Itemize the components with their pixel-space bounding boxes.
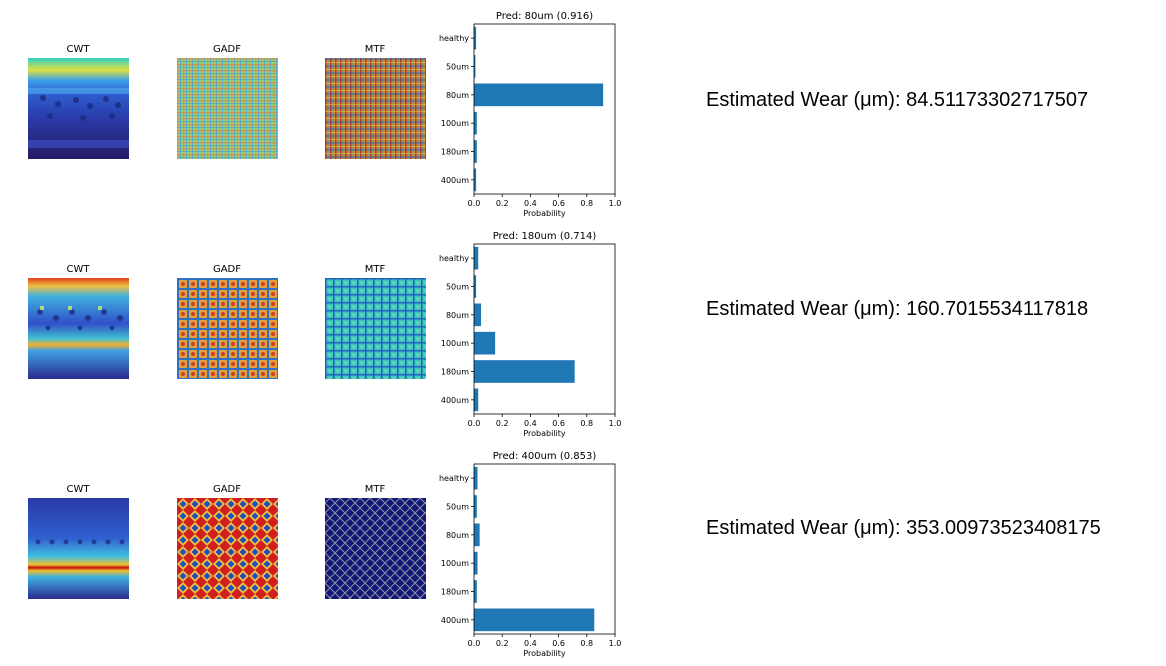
bar-50um bbox=[474, 495, 477, 518]
gadf-title: GADF bbox=[212, 44, 242, 55]
result-row-3: CWT GADF bbox=[0, 440, 1166, 662]
y-tick-label: healthy bbox=[439, 254, 469, 263]
mtf-title: MTF bbox=[364, 264, 386, 275]
gadf-title: GADF bbox=[212, 484, 242, 495]
x-tick-label: 0.8 bbox=[580, 639, 593, 648]
x-tick-label: 0.0 bbox=[468, 639, 481, 648]
y-tick-label: 80um bbox=[446, 311, 469, 320]
x-tick-label: 0.2 bbox=[496, 199, 509, 208]
estimated-wear-label: Estimated Wear (μm): 353.00973523408175 bbox=[706, 517, 1101, 539]
y-tick-label: 180um bbox=[441, 368, 469, 377]
mtf-title: MTF bbox=[364, 484, 386, 495]
result-row-1: CWT GADF bbox=[0, 0, 1166, 222]
y-tick-label: 400um bbox=[441, 176, 469, 185]
mtf-image bbox=[325, 498, 426, 599]
cwt-scalogram-image bbox=[28, 278, 129, 379]
x-axis-label: Probability bbox=[523, 429, 566, 438]
bar-80um bbox=[474, 523, 480, 547]
bar-100um bbox=[474, 551, 478, 575]
y-tick-label: 100um bbox=[441, 559, 469, 568]
chart-title: Pred: 180um (0.714) bbox=[493, 231, 597, 242]
plot-frame bbox=[473, 23, 616, 195]
bar-400um bbox=[474, 168, 477, 192]
mtf-image bbox=[325, 278, 426, 379]
x-tick-label: 0.2 bbox=[496, 639, 509, 648]
bar-healthy bbox=[474, 246, 479, 270]
x-tick-label: 0.4 bbox=[524, 639, 537, 648]
bar-50um bbox=[474, 275, 477, 298]
bar-100um bbox=[474, 111, 477, 135]
y-tick-label: 50um bbox=[446, 63, 469, 72]
probability-bar-chart-1: Pred: 80um (0.916) healthy 50um 80um 100um 18… bbox=[439, 11, 622, 218]
x-tick-label: 0.0 bbox=[468, 199, 481, 208]
y-tick-label: 400um bbox=[441, 396, 469, 405]
x-tick-label: 0.4 bbox=[524, 419, 537, 428]
estimated-wear-label: Estimated Wear (μm): 160.7015534117818 bbox=[706, 298, 1089, 320]
x-axis-label: Probability bbox=[523, 209, 566, 218]
probability-bar-chart-3: Pred: 400um (0.853) healthy 50um 80um 100um 1… bbox=[439, 451, 622, 658]
plot-frame bbox=[473, 243, 616, 415]
bar-180um bbox=[474, 580, 477, 603]
x-tick-label: 0.6 bbox=[552, 419, 565, 428]
x-tick-label: 0.6 bbox=[552, 199, 565, 208]
x-tick-label: 0.4 bbox=[524, 199, 537, 208]
x-axis-label: Probability bbox=[523, 649, 566, 658]
bar-80um bbox=[474, 83, 604, 107]
cwt-title: CWT bbox=[66, 484, 90, 495]
mtf-title: MTF bbox=[364, 44, 386, 55]
bar-400um bbox=[474, 608, 595, 632]
gadf-image bbox=[177, 278, 278, 379]
gadf-title: GADF bbox=[212, 264, 242, 275]
cwt-scalogram-image bbox=[28, 498, 129, 599]
mtf-image bbox=[325, 58, 426, 159]
y-tick-label: 100um bbox=[441, 119, 469, 128]
probability-bar-chart-2: Pred: 180um (0.714) healthy 50um 80um 100um 1… bbox=[439, 231, 622, 438]
x-tick-label: 1.0 bbox=[609, 199, 622, 208]
plot-frame bbox=[473, 463, 616, 635]
x-tick-label: 0.0 bbox=[468, 419, 481, 428]
bar-healthy bbox=[474, 466, 478, 490]
x-tick-label: 0.8 bbox=[580, 199, 593, 208]
cwt-title: CWT bbox=[66, 44, 90, 55]
result-row-2: CWT GADF bbox=[0, 220, 1166, 442]
bar-180um bbox=[474, 140, 477, 163]
estimated-wear-label: Estimated Wear (μm): 84.51173302717507 bbox=[706, 89, 1089, 111]
chart-title: Pred: 80um (0.916) bbox=[496, 11, 593, 22]
chart-title: Pred: 400um (0.853) bbox=[493, 451, 597, 462]
bar-50um bbox=[474, 55, 476, 78]
cwt-scalogram-image bbox=[28, 58, 129, 159]
x-tick-label: 0.8 bbox=[580, 419, 593, 428]
cwt-title: CWT bbox=[66, 264, 90, 275]
y-tick-label: 50um bbox=[446, 503, 469, 512]
x-tick-label: 1.0 bbox=[609, 419, 622, 428]
y-tick-label: healthy bbox=[439, 474, 469, 483]
gadf-image bbox=[177, 58, 278, 159]
bar-400um bbox=[474, 388, 479, 412]
bar-180um bbox=[474, 360, 575, 383]
y-tick-label: 80um bbox=[446, 531, 469, 540]
y-tick-label: 100um bbox=[441, 339, 469, 348]
gadf-image bbox=[177, 498, 278, 599]
y-tick-label: healthy bbox=[439, 34, 469, 43]
x-tick-label: 0.6 bbox=[552, 639, 565, 648]
x-tick-label: 0.2 bbox=[496, 419, 509, 428]
y-tick-label: 180um bbox=[441, 588, 469, 597]
y-tick-label: 400um bbox=[441, 616, 469, 625]
bar-100um bbox=[474, 331, 496, 355]
bar-80um bbox=[474, 303, 482, 327]
x-tick-label: 1.0 bbox=[609, 639, 622, 648]
y-tick-label: 80um bbox=[446, 91, 469, 100]
y-tick-label: 180um bbox=[441, 148, 469, 157]
bar-healthy bbox=[474, 26, 477, 50]
y-tick-label: 50um bbox=[446, 283, 469, 292]
